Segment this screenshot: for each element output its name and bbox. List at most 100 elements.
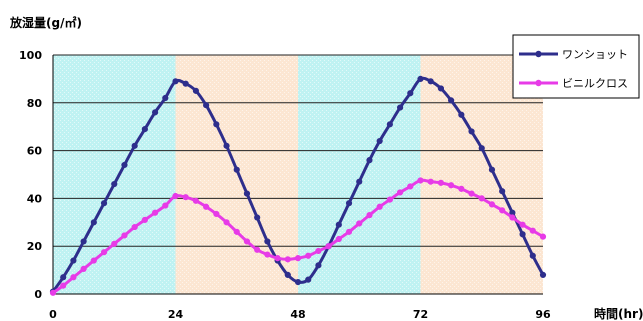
- data-point: [417, 75, 424, 83]
- data-series: [49, 75, 547, 296]
- data-point: [151, 109, 159, 116]
- data-point: [417, 177, 424, 184]
- data-point: [396, 189, 404, 196]
- data-point: [315, 262, 322, 269]
- x-tick-label: 72: [413, 308, 428, 321]
- data-point: [345, 228, 353, 235]
- data-point: [233, 166, 240, 173]
- data-point: [182, 80, 189, 87]
- data-point: [376, 203, 383, 210]
- data-point: [182, 194, 189, 201]
- data-point: [478, 145, 485, 152]
- data-point: [529, 227, 536, 234]
- x-tick-label: 96: [535, 308, 551, 321]
- y-axis-title: 放湿量(g/㎡): [9, 15, 82, 30]
- legend-box: [512, 34, 640, 99]
- data-point: [529, 252, 536, 259]
- data-point: [254, 214, 261, 221]
- data-point: [499, 207, 506, 214]
- data-point: [386, 196, 393, 203]
- data-point: [376, 137, 383, 145]
- data-point: [203, 203, 210, 210]
- data-point: [366, 212, 373, 219]
- data-point: [458, 111, 465, 118]
- data-point: [80, 238, 87, 245]
- data-point: [458, 185, 465, 192]
- data-point: [488, 166, 496, 173]
- data-point: [468, 190, 475, 197]
- background-band: [298, 55, 421, 294]
- x-tick-label: 0: [49, 308, 57, 321]
- data-point: [213, 121, 220, 128]
- legend-label: ワンショット: [562, 48, 628, 61]
- data-point: [223, 142, 230, 149]
- data-point: [509, 214, 516, 221]
- data-point: [356, 178, 363, 185]
- y-tick-label: 60: [27, 145, 43, 158]
- x-tick-label: 48: [290, 308, 305, 321]
- y-tick-label: 20: [27, 240, 43, 253]
- data-point: [172, 192, 179, 200]
- data-point: [284, 271, 291, 278]
- data-point: [437, 85, 445, 92]
- data-point: [162, 202, 169, 209]
- data-point: [519, 231, 526, 238]
- grid-lines: [52, 54, 543, 295]
- data-point: [70, 257, 77, 264]
- data-point: [192, 87, 200, 94]
- data-point: [366, 157, 373, 164]
- data-point: [141, 125, 148, 133]
- data-point: [131, 142, 138, 149]
- data-point: [151, 209, 159, 216]
- data-point: [539, 233, 547, 240]
- data-point: [294, 255, 302, 262]
- data-point: [131, 223, 138, 231]
- data-point: [192, 197, 200, 204]
- data-point: [488, 201, 496, 208]
- data-point: [162, 94, 169, 102]
- y-tick-label: 100: [19, 49, 42, 62]
- data-point: [335, 221, 342, 228]
- data-point: [100, 249, 108, 256]
- data-point: [111, 180, 118, 188]
- data-point: [478, 195, 485, 202]
- data-point: [264, 238, 271, 245]
- data-point: [203, 102, 210, 109]
- data-point: [499, 188, 506, 195]
- data-point: [60, 282, 67, 289]
- data-point: [233, 228, 240, 235]
- data-point: [80, 265, 87, 273]
- y-tick-label: 0: [34, 288, 42, 301]
- x-axis-title: 時間(hr): [594, 306, 643, 321]
- x-tick-labels: 0 24 48 72 96: [49, 308, 551, 321]
- data-point: [427, 178, 434, 185]
- data-point: [386, 121, 393, 128]
- data-point: [121, 161, 128, 169]
- legend-marker: [535, 50, 542, 58]
- data-point: [407, 183, 414, 190]
- x-tick-label: 24: [168, 308, 184, 321]
- data-point: [264, 251, 271, 258]
- data-point: [90, 257, 97, 264]
- data-point: [294, 278, 302, 286]
- data-point: [315, 247, 322, 255]
- data-point: [60, 274, 67, 281]
- data-point: [305, 276, 312, 283]
- data-point: [356, 220, 363, 227]
- data-point: [213, 210, 220, 218]
- legend-label: ビニルクロス: [562, 77, 628, 90]
- data-point: [70, 274, 77, 281]
- data-point: [284, 256, 291, 263]
- data-point: [141, 216, 148, 224]
- data-point: [345, 200, 353, 207]
- data-point: [539, 271, 547, 278]
- data-point: [396, 104, 404, 111]
- data-point: [121, 232, 128, 239]
- data-point: [407, 90, 414, 97]
- y-tick-label: 80: [27, 97, 43, 110]
- data-point: [325, 243, 332, 250]
- data-point: [254, 246, 261, 253]
- data-point: [223, 219, 230, 226]
